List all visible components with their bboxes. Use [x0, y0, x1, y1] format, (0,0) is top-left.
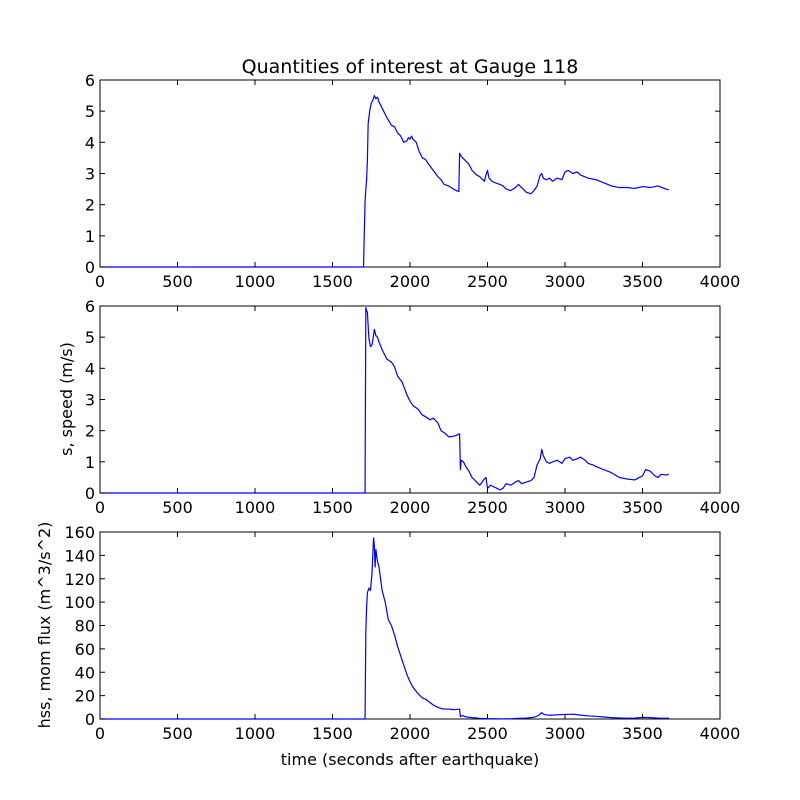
y-tick-label: 40	[75, 663, 95, 682]
x-tick-label: 500	[162, 498, 193, 517]
x-tick-label: 2500	[467, 272, 508, 291]
x-tick-label: 1000	[235, 724, 276, 743]
y-tick-label: 1	[85, 227, 95, 246]
y-tick-label: 160	[64, 523, 95, 542]
y-tick-label: 5	[85, 328, 95, 347]
x-tick-label: 3500	[622, 498, 663, 517]
y-tick-label: 80	[75, 617, 95, 636]
y-tick-label: 6	[85, 297, 95, 316]
y-tick-label: 0	[85, 710, 95, 729]
x-tick-label: 0	[95, 498, 105, 517]
y-tick-label: 2	[85, 196, 95, 215]
x-tick-label: 0	[95, 724, 105, 743]
panel-2-speed: s, speed (m/s) 0 500 1000 1500 2000 2500 3000 3…	[57, 297, 740, 517]
y-tick-label: 5	[85, 102, 95, 121]
x-tick-label: 4000	[700, 272, 741, 291]
y-tick-label: 1	[85, 453, 95, 472]
x-tick-label: 1500	[312, 498, 353, 517]
x-tick-label: 2000	[390, 724, 431, 743]
y-tick-label: 120	[64, 570, 95, 589]
x-tick-label: 1000	[235, 498, 276, 517]
x-axis-label: time (seconds after earthquake)	[281, 750, 539, 769]
x-tick-label: 2500	[467, 724, 508, 743]
x-tick-label: 3000	[545, 724, 586, 743]
y-tick-label: 20	[75, 687, 95, 706]
y-axis-label: hss, mom flux (m^3/s^2)	[35, 522, 54, 729]
y-tick-label: 140	[64, 546, 95, 565]
y-tick-label: 2	[85, 422, 95, 441]
y-tick-label: 100	[64, 593, 95, 612]
x-tick-label: 500	[162, 272, 193, 291]
x-tick-label: 2000	[390, 272, 431, 291]
chart-title: Quantities of interest at Gauge 118	[242, 56, 579, 78]
x-tick-label: 3500	[622, 724, 663, 743]
plot-area	[99, 531, 721, 720]
x-tick-label: 4000	[700, 724, 741, 743]
y-tick-label: 4	[85, 133, 95, 152]
x-tick-label: 2000	[390, 498, 431, 517]
panel-3-momentum-flux: hss, mom flux (m^3/s^2) time (seconds af…	[35, 522, 740, 769]
y-tick-label: 0	[85, 484, 95, 503]
panel-1-water-depth: Quantities of interest at Gauge 118 0 500…	[85, 56, 741, 291]
y-tick-label: 0	[85, 258, 95, 277]
series-line	[100, 306, 669, 494]
y-tick-label: 6	[85, 71, 95, 90]
x-tick-label: 3000	[545, 498, 586, 517]
x-tick-label: 3500	[622, 272, 663, 291]
y-tick-label: 60	[75, 640, 95, 659]
y-tick-label: 4	[85, 359, 95, 378]
x-tick-label: 0	[95, 272, 105, 291]
x-tick-label: 1500	[312, 724, 353, 743]
y-tick-label: 3	[85, 165, 95, 184]
x-tick-label: 3000	[545, 272, 586, 291]
y-axis-label: s, speed (m/s)	[57, 342, 76, 456]
series-line	[100, 94, 669, 268]
y-tick-label: 3	[85, 391, 95, 410]
plot-area	[99, 79, 721, 268]
x-tick-label: 500	[162, 724, 193, 743]
x-tick-label: 1000	[235, 272, 276, 291]
series-line	[100, 537, 669, 720]
plot-area	[99, 305, 721, 494]
x-tick-label: 2500	[467, 498, 508, 517]
x-tick-label: 1500	[312, 272, 353, 291]
x-tick-label: 4000	[700, 498, 741, 517]
